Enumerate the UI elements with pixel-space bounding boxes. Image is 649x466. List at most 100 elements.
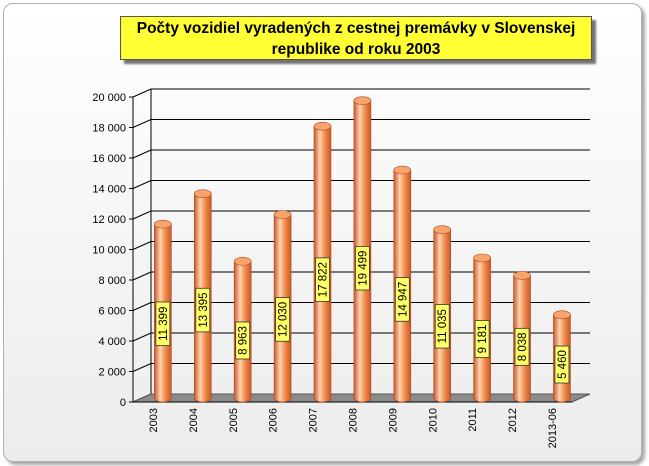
y-tick-label: 12 000 [92,214,126,226]
x-tick-label-group: 2004 [188,408,200,432]
bar-2013-06: 5 460 [553,310,571,403]
bar-top [154,219,172,229]
data-label: 8 963 [235,321,251,360]
data-label-text: 5 460 [557,350,569,379]
data-label-text: 13 395 [198,292,210,327]
y-tick-label: 2 000 [98,367,126,379]
x-tick-label: 2013-06 [547,408,559,448]
x-tick-label: 2008 [348,408,360,432]
data-label-box [275,297,290,342]
y-tick-label: 8 000 [98,275,126,287]
data-label-text: 11 399 [158,307,170,341]
gridline-side [132,302,152,311]
gridline-side [132,363,152,372]
data-label: 8 038 [514,327,530,366]
y-tick-label: 16 000 [92,153,126,165]
data-label-box [554,345,570,384]
x-tick-label-group: 2012 [507,408,519,432]
bar-2007: 17 822 [313,121,332,403]
y-tick-label: 20 000 [92,92,126,104]
x-tick-label-group: 2011 [467,408,479,432]
gridline-side [132,210,152,220]
gridline-side [132,119,152,128]
bar-2004: 13 395 [193,189,212,403]
bar-top [233,257,252,266]
data-label-text: 14 947 [397,282,409,317]
gridline-side [132,241,152,250]
x-tick-label-group: 2003 [148,408,160,432]
bar-top [313,121,332,131]
bar-top [393,165,412,175]
data-label: 5 460 [554,345,570,384]
chart-title: Počty vozidiel vyradených z cestnej prem… [120,16,592,60]
data-label: 11 399 [155,301,171,346]
data-label-text: 12 030 [278,302,290,337]
y-tick-label: 18 000 [92,123,126,135]
bar-2003: 11 399 [154,219,172,403]
gridline-side [132,332,152,342]
bar-top [473,253,491,263]
x-tick-label: 2012 [507,408,519,432]
y-tick-label: 6 000 [98,306,126,318]
x-tick-label-group: 2008 [348,408,360,432]
x-tick-label: 2004 [188,408,200,432]
chart-title-line-2: republike od roku 2003 [271,41,441,58]
data-label-box [315,257,330,302]
data-label-box [434,304,450,349]
gridline-side [132,149,152,159]
bar-top [433,225,452,235]
data-label: 17 822 [315,257,330,302]
bar-2009: 14 947 [393,165,412,403]
data-label-box [514,327,530,366]
gridline-side [132,271,152,281]
y-tick-label: 4 000 [98,336,126,348]
data-label-text: 8 963 [238,326,250,355]
bar-top [353,96,372,105]
bar-2011: 9 181 [473,253,491,403]
data-label: 13 395 [195,287,211,333]
x-tick-label-group: 2007 [308,408,320,432]
bar-2008: 19 499 [353,96,372,403]
x-tick-label: 2010 [427,408,439,432]
bar-2010: 11 035 [433,225,452,403]
data-label-box [474,320,490,358]
bar-2012: 8 038 [513,271,531,403]
x-tick-label: 2009 [387,408,399,432]
x-tick-label: 2003 [148,408,160,432]
gridline-side [132,180,152,189]
data-label-text: 8 038 [517,332,529,361]
y-tick-label: 10 000 [92,245,126,257]
data-label-box [394,277,410,322]
data-label-text: 17 822 [317,262,329,297]
bar-2005: 8 963 [233,257,252,403]
x-tick-label-group: 2005 [228,408,240,432]
y-tick-label: 0 [120,397,126,409]
data-label-text: 9 181 [477,325,489,354]
x-tick-label-group: 2010 [427,408,439,432]
data-label-box [155,301,171,346]
x-tick-label: 2005 [228,408,240,432]
bar-top [553,310,571,320]
data-label: 14 947 [394,277,410,322]
y-tick-label: 14 000 [92,184,126,196]
x-tick-label-group: 2009 [387,408,399,432]
data-label-box [235,321,251,360]
data-label-text: 11 035 [437,309,449,343]
data-label-box [195,287,211,333]
x-tick-label: 2011 [467,408,479,432]
x-tick-label: 2006 [268,408,280,432]
bar-top [513,271,531,280]
data-label: 12 030 [275,297,290,342]
bar-2006: 12 030 [273,210,292,403]
chart-title-line-1: Počty vozidiel vyradených z cestnej prem… [136,20,576,37]
x-tick-label-group: 2013-06 [547,408,559,448]
data-label: 11 035 [434,304,450,349]
x-tick-label: 2007 [308,408,320,432]
x-tick-label-group: 2006 [268,408,280,432]
data-label-text: 19 499 [357,251,369,286]
data-label: 19 499 [354,245,370,291]
bar-top [273,210,292,219]
data-label-box [354,245,370,291]
bar-top [193,189,212,199]
